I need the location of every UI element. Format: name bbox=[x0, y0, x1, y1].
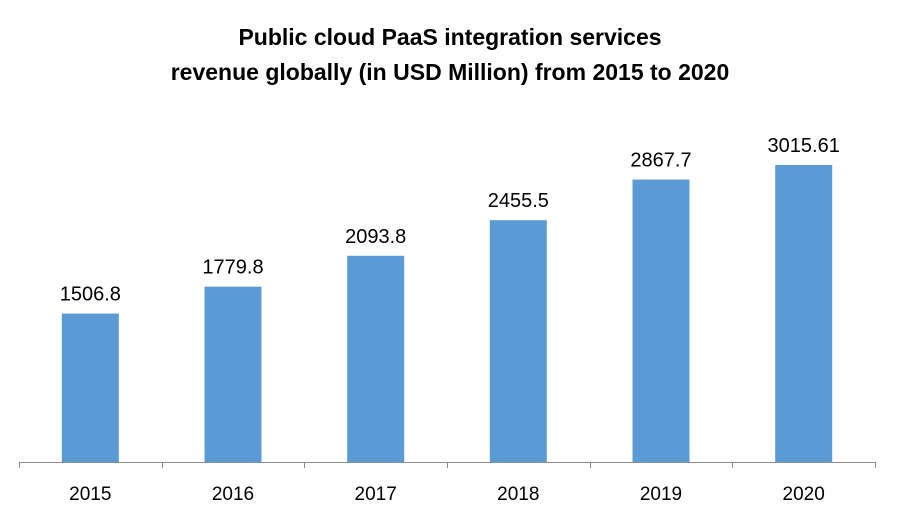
data-labels-layer: 1506.8 1779.8 2093.8 2455.5 2867.7 3015.61 bbox=[60, 135, 840, 306]
bar-2015 bbox=[61, 313, 119, 462]
bar-2020 bbox=[775, 165, 833, 462]
data-label-2015: 1506.8 bbox=[60, 284, 121, 306]
x-tick-label-2016: 2016 bbox=[212, 484, 254, 505]
bar-2018 bbox=[489, 220, 547, 462]
chart-title: Public cloud PaaS integration services r… bbox=[0, 20, 900, 90]
x-tick-label-2020: 2020 bbox=[783, 484, 825, 505]
data-label-2018: 2455.5 bbox=[488, 190, 549, 212]
chart-title-line-1: Public cloud PaaS integration services bbox=[238, 24, 662, 50]
data-label-2019: 2867.7 bbox=[630, 150, 691, 172]
bar-2016 bbox=[204, 286, 262, 462]
x-tick-label-2019: 2019 bbox=[640, 484, 682, 505]
x-tick-label-2017: 2017 bbox=[355, 484, 397, 505]
data-label-2020: 3015.61 bbox=[768, 135, 840, 157]
chart-title-line-2: revenue globally (in USD Million) from 2… bbox=[170, 59, 730, 85]
bar-2019 bbox=[632, 179, 690, 462]
x-axis: 2015 2016 2017 2018 2019 2020 bbox=[19, 462, 876, 505]
data-label-2017: 2093.8 bbox=[345, 226, 406, 248]
bars-layer bbox=[61, 165, 833, 462]
data-label-2016: 1779.8 bbox=[202, 257, 263, 279]
x-tick-label-2018: 2018 bbox=[497, 484, 539, 505]
bar-2017 bbox=[347, 255, 405, 462]
x-tick-label-2015: 2015 bbox=[69, 484, 111, 505]
